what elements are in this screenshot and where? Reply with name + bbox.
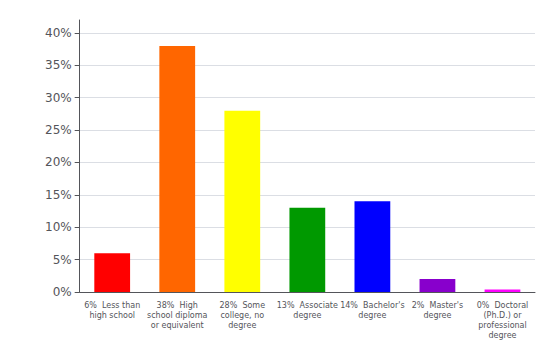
svg-text:school diploma: school diploma: [147, 311, 207, 320]
svg-text:degree: degree: [423, 311, 451, 320]
svg-text:0% Doctoral: 0% Doctoral: [477, 301, 529, 310]
svg-text:25%: 25%: [45, 123, 72, 137]
svg-text:college, no: college, no: [220, 311, 264, 320]
svg-text:or equivalent: or equivalent: [151, 321, 204, 330]
svg-text:15%: 15%: [45, 188, 72, 202]
svg-text:(Ph.D.) or: (Ph.D.) or: [483, 311, 522, 320]
svg-text:high school: high school: [89, 311, 135, 320]
svg-text:2% Master's: 2% Master's: [412, 301, 463, 310]
svg-text:5%: 5%: [53, 253, 72, 267]
svg-text:10%: 10%: [45, 220, 72, 234]
svg-text:degree: degree: [488, 331, 516, 340]
svg-text:20%: 20%: [45, 155, 72, 169]
svg-text:35%: 35%: [45, 58, 72, 72]
svg-text:degree: degree: [358, 311, 386, 320]
svg-text:30%: 30%: [45, 91, 72, 105]
svg-text:6% Less than: 6% Less than: [84, 301, 140, 310]
svg-text:0%: 0%: [53, 285, 72, 299]
svg-text:28% Some: 28% Some: [220, 301, 266, 310]
svg-text:degree: degree: [293, 311, 321, 320]
svg-text:38% High: 38% High: [157, 301, 198, 310]
svg-text:13% Associate: 13% Associate: [277, 301, 338, 310]
svg-text:degree: degree: [228, 321, 256, 330]
svg-text:14% Bachelor's: 14% Bachelor's: [340, 301, 404, 310]
svg-text:40%: 40%: [45, 26, 72, 40]
svg-text:professional: professional: [478, 321, 526, 330]
